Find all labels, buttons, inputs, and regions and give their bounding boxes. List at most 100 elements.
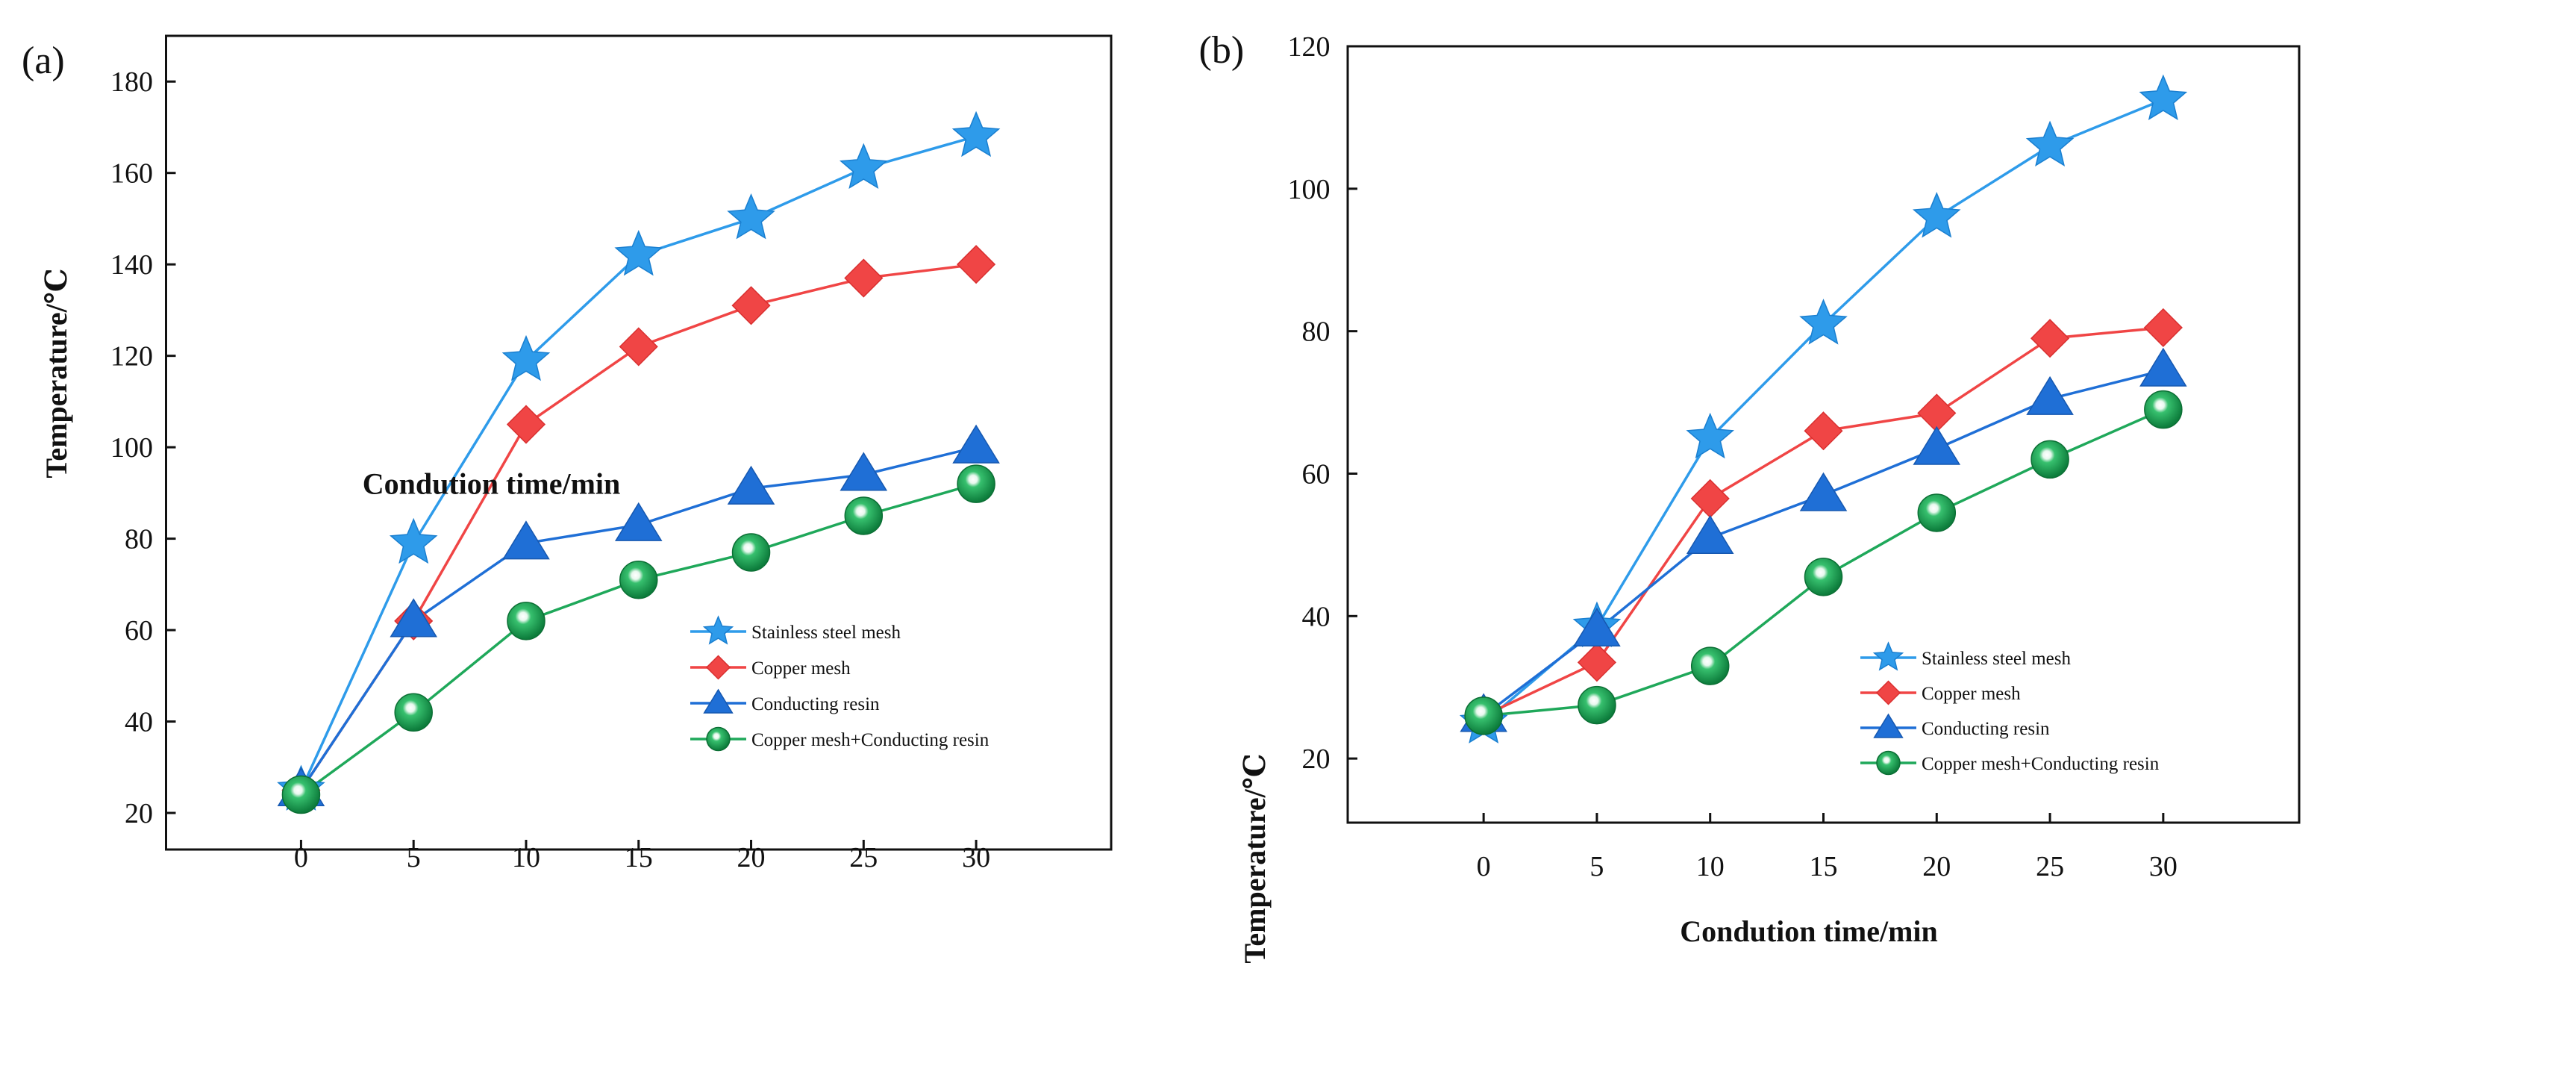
panel-label-a: (a) [22,40,65,82]
data-point-s1-3 [619,327,658,367]
data-point-s0-5 [2025,120,2075,167]
data-point-s2-5 [840,452,888,491]
data-point-s3-5 [2031,440,2069,479]
legend-marker-3 [706,726,731,752]
chart-panel-a: (a) 20 40 60 80 100 120 140 160 180 0 5 10 15 20 25 30… [22,34,1113,873]
y-tick-label: 180 [110,66,153,98]
data-point-s0-6 [951,110,1001,158]
x-tick-label: 10 [512,842,540,873]
x-tick-label: 0 [294,842,308,873]
legend-b: Stainless steel mesh Copper mesh Conductin… [1860,641,2160,776]
data-point-s3-1 [1578,685,1616,725]
data-point-s1-3 [1804,411,1843,451]
x-tick-label: 5 [1589,851,1604,882]
chart-panel-b: (b) 20 40 60 80 100 120 0 5 10 15 20 25 30 Condutio… [1199,29,2301,964]
y-tick-label: 140 [110,249,153,281]
y-tick-label: 40 [1302,601,1331,632]
legend-marker-1 [1875,680,1901,705]
data-point-s1-6 [2143,308,2183,347]
data-point-s2-1 [1573,607,1621,647]
x-tick-label: 5 [407,842,421,873]
y-tick-label: 80 [125,524,153,555]
data-point-s3-0 [281,775,321,814]
data-point-s2-3 [614,502,663,541]
legend-marker-2 [1873,713,1904,738]
axes-b [1346,45,2301,824]
x-axis-title-a: Condution time/min [363,467,621,501]
legend-label-3: Copper mesh+Conducting resin [1922,754,2160,774]
data-point-s2-3 [1799,472,1848,511]
data-point-s1-1 [1577,643,1616,682]
x-tick-label: 10 [1696,851,1725,882]
data-point-s0-6 [2139,74,2188,121]
data-point-s2-2 [1686,514,1734,554]
legend-label-2: Conducting resin [751,694,880,714]
legend-label-2: Conducting resin [1922,719,2050,739]
x-tick-label: 25 [849,842,878,873]
x-axis-title-b: Condution time/min [1680,914,1938,948]
legend-marker-1 [705,655,731,680]
x-tick-label: 20 [737,842,766,873]
data-point-s3-4 [731,533,771,572]
data-point-s0-5 [839,143,888,190]
data-point-s0-2 [501,334,551,381]
data-point-s3-2 [507,602,545,640]
data-point-s0-4 [727,193,775,240]
series-a [277,110,1001,814]
data-point-s3-6 [2144,390,2183,429]
data-point-s1-2 [1690,479,1730,518]
y-tick-label: 60 [1302,458,1331,490]
legend-a: Stainless steel mesh Copper mesh Conductin… [690,615,990,752]
legend-marker-0 [702,615,734,645]
data-point-s2-4 [727,465,775,505]
data-point-s0-3 [614,229,663,276]
y-tick-label: 100 [1288,174,1331,205]
data-point-s3-0 [1464,696,1503,735]
data-point-s3-1 [394,693,433,732]
data-point-s1-5 [2031,319,2070,358]
y-tick-label: 160 [110,158,153,190]
legend-label-0: Stainless steel mesh [751,623,901,643]
axes-a [165,34,1113,851]
x-tick-label: 15 [625,842,653,873]
data-point-s2-6 [2139,347,2187,387]
data-point-s3-6 [957,464,995,503]
y-tick-label: 40 [125,707,153,738]
x-tick-label: 30 [962,842,990,873]
y-tick-label: 120 [110,341,153,373]
data-point-s3-5 [844,496,884,535]
legend-label-1: Copper mesh [1922,684,2021,704]
y-axis-title-b: Temperature/℃ [1238,753,1272,963]
y-tick-labels-b: 20 40 60 80 100 120 [1288,31,1331,775]
panel-label-b: (b) [1199,29,1245,72]
data-point-s0-4 [1912,192,1961,238]
y-tick-label: 100 [110,432,153,464]
data-point-s2-4 [1913,426,1961,465]
x-tick-label: 30 [2149,851,2178,882]
legend-marker-2 [703,688,734,714]
x-tick-label: 20 [1922,851,1951,882]
legend-label-3: Copper mesh+Conducting resin [751,730,990,750]
y-tick-label: 120 [1288,31,1331,63]
data-point-s3-3 [1804,558,1843,596]
data-point-s1-2 [506,405,546,444]
y-tick-labels-a: 20 40 60 80 100 120 140 160 180 [110,66,153,829]
y-tick-label: 20 [1302,744,1331,775]
x-tick-labels-a: 0 5 10 15 20 25 30 [294,842,990,873]
x-tick-label: 25 [2036,851,2064,882]
series-b [1459,74,2188,744]
y-axis-title-a: Temperature/℃ [40,268,73,478]
data-point-s0-1 [389,517,438,564]
legend-label-0: Stainless steel mesh [1922,649,2071,669]
data-point-s2-1 [390,598,437,638]
data-point-s1-6 [957,245,996,284]
data-point-s1-4 [731,286,771,325]
x-tick-label: 0 [1477,851,1491,882]
data-point-s3-3 [619,560,658,599]
y-tick-label: 60 [125,615,153,646]
y-tick-label: 20 [125,798,153,829]
legend-marker-3 [1876,750,1901,776]
legend-label-1: Copper mesh [751,658,851,679]
data-point-s1-5 [844,258,884,298]
